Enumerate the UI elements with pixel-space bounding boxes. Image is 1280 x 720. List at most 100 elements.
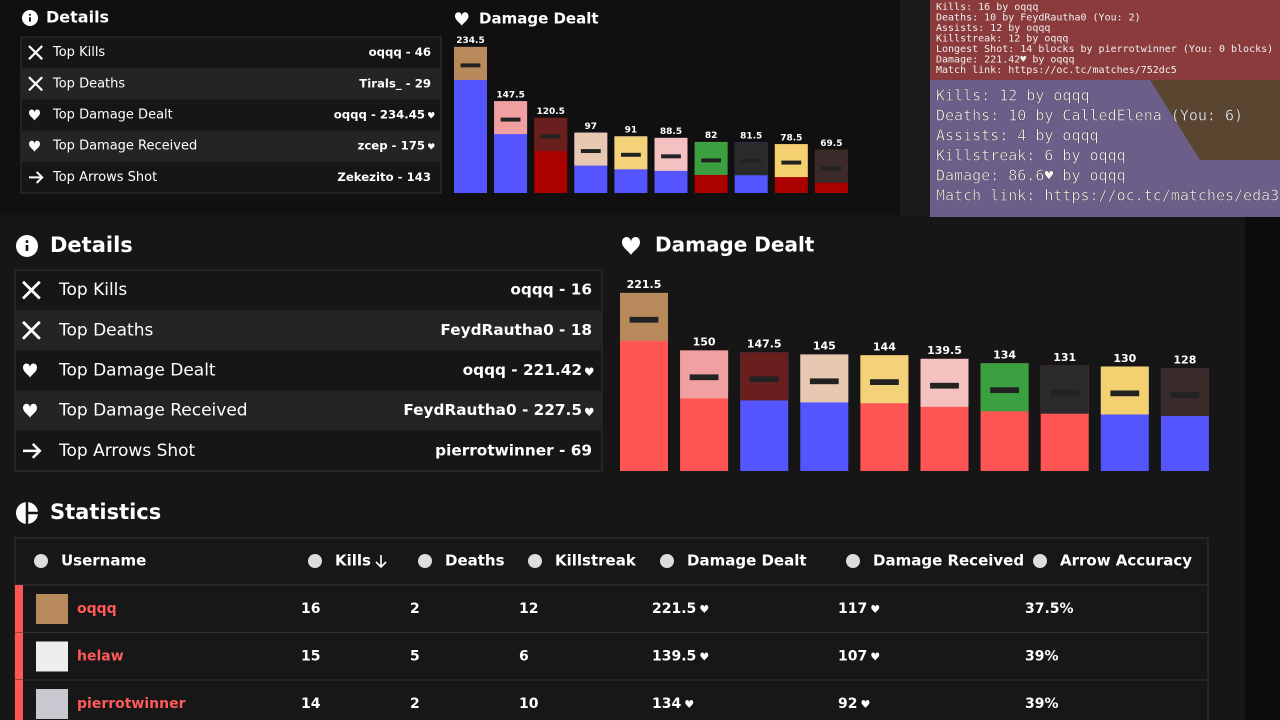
chat-line: Match link: https://oc.tc/matches/eda3d8 [936,187,1280,205]
chat-line: Killstreak: 6 by oqqq [936,147,1126,165]
details-label: Top Kills [58,280,127,300]
table-header: Killstreak [555,552,637,570]
header-icon [418,554,432,568]
heart-icon [428,143,435,150]
info-icon-dot [28,13,32,16]
player-head-eyes [540,134,561,139]
details-label: Top Damage Received [52,139,197,154]
details-title: Details [46,8,109,27]
player-head-eyes [930,382,959,389]
details-label: Top Arrows Shot [58,441,196,461]
bar-value-label: 147.5 [747,338,782,351]
bar-value-label: 81.5 [740,131,762,141]
heart-icon [700,605,709,613]
chat-line: Kills: 12 by oqqq [936,87,1090,105]
table-cell: 139.5 [652,649,696,665]
bar-value-label: 97 [585,122,598,132]
bar-value-label: 147.5 [496,90,524,100]
details-label: Top Damage Dealt [58,361,216,381]
table-cell: 107 [838,649,867,665]
details-value: oqqq - 16 [510,281,592,299]
row-avatar [36,594,68,624]
header-icon [34,554,48,568]
player-head-eyes [1050,389,1080,396]
heart-icon [685,700,694,708]
username-link[interactable]: helaw [77,649,124,665]
arrow-icon [23,443,42,459]
details-row-bg [16,390,601,431]
player-head-eyes [870,379,899,385]
chat-line: Killstreak: 12 by oqqq [936,34,1068,45]
bar-value-label: 88.5 [660,127,682,137]
heart-icon [29,140,40,152]
sort-arrow [375,555,387,569]
table-cell: 2 [410,601,420,617]
table-cell: 10 [519,696,539,712]
bar-value-label: 78.5 [780,133,802,143]
arrow-icon [29,171,44,184]
heart-icon [23,403,37,418]
table-cell: 14 [301,696,321,712]
username-link[interactable]: oqqq [77,601,117,617]
player-head-eyes [1170,392,1200,398]
heart-icon [428,112,435,119]
row-team-stripe [15,680,23,720]
player-head-eyes [1110,390,1140,397]
player-head-eyes [661,154,681,159]
header-icon [528,554,542,568]
bar-value-label: 144 [873,341,896,354]
table-cell: 12 [519,601,538,617]
heart-icon [23,363,37,378]
row-avatar [36,641,68,672]
statistics-title: Statistics [50,500,161,524]
details-label: Top Arrows Shot [52,170,157,185]
table-header: Username [61,552,146,570]
username-link[interactable]: pierrotwinner [77,696,186,712]
table-header: Damage Received [873,552,1024,570]
header-icon [846,554,860,568]
chat-line: Assists: 12 by oqqq [936,23,1050,34]
table-header: Deaths [445,552,505,570]
player-head-eyes [990,387,1019,394]
bar-value-label: 128 [1173,353,1196,366]
heart-icon [29,109,40,121]
details-value: zcep - 175 [358,139,425,153]
heart-icon [455,12,469,26]
table-cell: 39% [1025,696,1059,712]
table-cell: 92 [838,696,857,712]
details-value: Tirals_ - 29 [359,76,431,91]
row-avatar [36,689,68,719]
bar-value-label: 69.5 [820,139,842,149]
details-label: Top Damage Dealt [52,108,173,123]
details-value: FeydRautha0 - 227.5 [403,401,582,419]
chat-line: Damage: 221.42♥ by oqqq [936,55,1074,66]
row-team-stripe [15,632,23,680]
player-head-eyes [500,117,521,122]
table-cell: 221.5 [652,601,696,617]
player-head-eyes [781,160,802,165]
player-head-eyes [629,316,659,323]
chat-line: Kills: 16 by oqqq [936,2,1038,13]
chart-title: Damage Dealt [655,233,815,257]
table-cell: 37.5% [1025,601,1074,617]
details-value: pierrotwinner - 69 [435,441,592,459]
details-row-bg [16,310,601,351]
details-row-bg [22,130,440,162]
info-icon-dot [29,17,31,22]
table-cell: 5 [410,649,420,665]
info-icon-dot [25,240,29,244]
table-cell: 134 [652,696,681,712]
chat-line: Match link: https://oc.tc/matches/752dc5 [936,65,1177,76]
details-value: oqqq - 221.42 [463,361,582,379]
row-team-stripe [15,585,23,633]
bar-value-label: 120.5 [536,107,564,117]
swords-icon [22,280,41,300]
info-icon-dot [25,244,29,251]
heart-icon [585,407,594,417]
swords-icon [28,45,43,60]
details-title: Details [50,233,133,257]
bar-value-label: 130 [1113,352,1136,365]
chat-top-bg [930,0,1280,80]
heart-icon [861,700,870,708]
chat-line: Deaths: 10 by FeydRautha0 (You: 2) [936,13,1141,24]
